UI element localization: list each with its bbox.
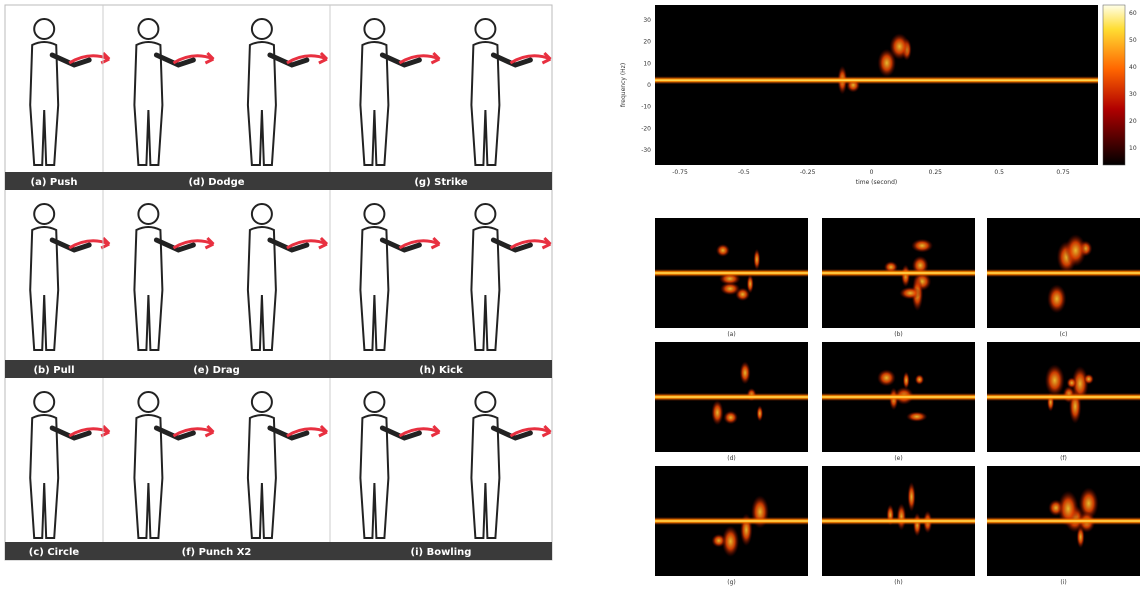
sub-spectrogram-carrier bbox=[987, 517, 1140, 525]
y-tick-label: 20 bbox=[643, 39, 651, 46]
main-spectrogram-energy bbox=[878, 49, 897, 77]
sub-spectrogram-energy bbox=[1065, 234, 1086, 267]
head bbox=[364, 19, 384, 39]
head bbox=[138, 392, 158, 412]
sub-spectrogram-carrier bbox=[987, 269, 1140, 277]
colorbar-tick-label: 10 bbox=[1129, 145, 1137, 152]
x-tick-label: 0 bbox=[870, 169, 874, 176]
head bbox=[252, 19, 272, 39]
sub-spectrogram-energy bbox=[740, 361, 751, 384]
sub-spectrogram-energy bbox=[747, 274, 754, 293]
head bbox=[138, 19, 158, 39]
head bbox=[475, 204, 495, 224]
colorbar-tick-label: 50 bbox=[1129, 37, 1137, 44]
x-tick-label: -0.75 bbox=[672, 169, 688, 176]
x-tick-label: 0.5 bbox=[994, 169, 1004, 176]
sub-spectrogram-energy bbox=[1084, 374, 1094, 385]
subplot-label: (b) bbox=[894, 331, 903, 338]
subplot-label: (h) bbox=[894, 579, 902, 586]
colorbar-tick-label: 20 bbox=[1129, 118, 1137, 125]
colorbar-tick-label: 30 bbox=[1129, 91, 1137, 98]
subplot-label: (c) bbox=[1060, 331, 1068, 338]
colorbar-tick-label: 60 bbox=[1129, 10, 1137, 17]
gesture-label: (b) Pull bbox=[33, 365, 74, 376]
sub-spectrogram-energy bbox=[877, 369, 896, 386]
head bbox=[34, 392, 54, 412]
head bbox=[252, 392, 272, 412]
sub-spectrogram-energy bbox=[907, 482, 915, 512]
gesture-panel-frame bbox=[5, 5, 552, 560]
gesture-label: (a) Push bbox=[31, 177, 78, 188]
sub-spectrogram-carrier bbox=[655, 393, 808, 401]
y-tick-label: -30 bbox=[641, 147, 651, 154]
sub-spectrogram-energy bbox=[757, 405, 764, 421]
y-tick-label: -10 bbox=[641, 104, 651, 111]
sub-spectrogram-carrier bbox=[987, 393, 1140, 401]
gesture-label: (h) Kick bbox=[419, 365, 463, 376]
y-tick-label: 0 bbox=[647, 82, 651, 89]
colorbar-tick-label: 40 bbox=[1129, 64, 1137, 71]
x-axis-label: time (second) bbox=[856, 179, 898, 186]
subplot-label: (f) bbox=[1060, 455, 1067, 462]
sub-spectrogram-energy bbox=[716, 244, 730, 257]
gesture-label: (g) Strike bbox=[414, 177, 468, 188]
subplot-label: (i) bbox=[1060, 579, 1066, 586]
sub-spectrogram-carrier bbox=[822, 393, 975, 401]
head bbox=[138, 204, 158, 224]
figure: (a) Push (d) Dodge (g) Strike (b) Pull (e) D… bbox=[0, 0, 1140, 590]
gesture-label: (i) Bowling bbox=[411, 547, 472, 558]
sub-spectrogram-energy bbox=[723, 411, 738, 424]
gesture-label: (e) Drag bbox=[193, 365, 240, 376]
head bbox=[34, 204, 54, 224]
head bbox=[475, 19, 495, 39]
sub-spectrogram-energy bbox=[906, 411, 927, 421]
y-axis-label: frequency (Hz) bbox=[620, 63, 627, 107]
subplot-label: (a) bbox=[727, 331, 735, 338]
head bbox=[364, 392, 384, 412]
x-tick-label: 0.25 bbox=[929, 169, 943, 176]
sub-spectrogram-energy bbox=[903, 372, 910, 390]
x-tick-label: -0.5 bbox=[738, 169, 750, 176]
y-tick-label: -20 bbox=[641, 125, 651, 132]
sub-spectrogram-energy bbox=[897, 503, 907, 530]
sub-spectrogram-energy bbox=[1077, 526, 1085, 549]
sub-spectrogram-energy bbox=[911, 239, 933, 253]
gesture-label: (c) Circle bbox=[29, 547, 80, 558]
sub-spectrogram-energy bbox=[711, 400, 723, 425]
sub-spectrogram-carrier bbox=[655, 517, 808, 525]
main-spectrogram-carrier bbox=[655, 76, 1098, 84]
sub-spectrogram-carrier bbox=[822, 269, 975, 277]
sub-spectrogram-energy bbox=[915, 374, 924, 385]
head bbox=[252, 204, 272, 224]
sub-spectrogram-energy bbox=[722, 526, 739, 557]
sub-spectrogram-energy bbox=[1045, 364, 1065, 396]
x-tick-label: 0.75 bbox=[1056, 169, 1070, 176]
head bbox=[34, 19, 54, 39]
subplot-label: (e) bbox=[894, 455, 902, 462]
colorbar bbox=[1103, 5, 1125, 165]
main-spectrogram-background bbox=[655, 5, 1098, 165]
y-tick-label: 10 bbox=[643, 60, 651, 67]
subplot-label: (d) bbox=[727, 455, 736, 462]
head bbox=[475, 392, 495, 412]
subplot-label: (g) bbox=[727, 579, 736, 586]
sub-spectrogram-carrier bbox=[655, 269, 808, 277]
gesture-label: (f) Punch X2 bbox=[182, 547, 252, 558]
head bbox=[364, 204, 384, 224]
sub-spectrogram-energy bbox=[753, 249, 760, 270]
sub-spectrogram-energy bbox=[1047, 284, 1066, 313]
gesture-label: (d) Dodge bbox=[188, 177, 244, 188]
sub-spectrogram-carrier bbox=[822, 517, 975, 525]
y-tick-label: 30 bbox=[643, 17, 651, 24]
sub-spectrogram-energy bbox=[899, 287, 921, 300]
x-tick-label: -0.25 bbox=[800, 169, 816, 176]
